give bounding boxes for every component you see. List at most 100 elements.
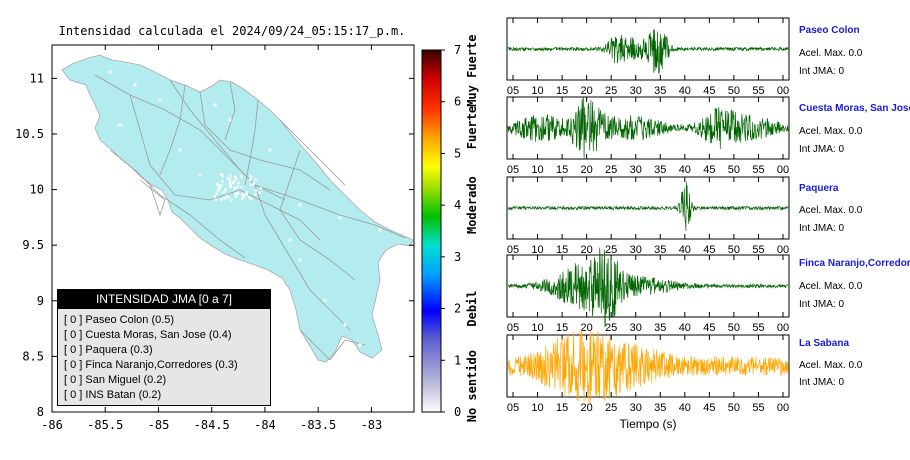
town-marker [233,187,237,190]
legend-entry: [ 0 ] Finca Naranjo,Corredores (0.3) [64,359,238,371]
waveform-tick-label: 10 [531,164,543,176]
map-y-tick-label: 10.5 [15,127,44,141]
town-markers [108,70,382,347]
town-marker [228,181,232,184]
waveform-trace [507,247,789,328]
waveform-tick-label: 20 [581,322,593,334]
map-y-tick-label: 8.5 [22,349,44,363]
waveform-xlabel: Tiempo (s) [620,417,677,431]
waveform-tick-label: 30 [630,85,642,97]
waveform-tick-label: 15 [556,322,568,334]
map-y-tick-label: 9.5 [22,238,44,252]
town-marker [178,148,182,152]
legend-entry: [ 0 ] INS Batan (0.2) [64,389,162,401]
station-int: Int JMA: 0 [799,377,845,388]
town-marker [254,193,257,196]
waveform-tick-label: 40 [679,402,691,414]
town-marker [226,177,229,180]
colorbar: 0 1 2 3 4 5 6 7 No sentido Debil Moderado FuerteMu… [421,35,479,423]
town-marker [240,185,243,189]
waveform-tick-label: 10 [531,244,543,256]
legend-entry: [ 0 ] Paseo Colon (0.5) [64,314,175,326]
town-marker [254,189,258,192]
town-marker [323,298,327,302]
town-marker [228,118,232,122]
town-marker [233,179,236,183]
town-marker [249,178,252,181]
station-acel: Acel. Max. 0.0 [799,48,863,59]
town-marker [108,70,112,74]
station-int: Int JMA: 0 [799,66,845,77]
town-marker [219,173,223,176]
waveform-tick-label: 40 [679,164,691,176]
town-marker [216,183,219,186]
waveform-tick-label: 55 [752,85,764,97]
waveform-tick-label: 25 [605,244,617,256]
waveform-panel: 05 10 15 20 25 30 35 40 45 50 55 00 [506,330,790,414]
waveform-tick-label: 35 [654,85,666,97]
map-y-tick-label: 10 [30,183,44,197]
road [224,81,236,141]
town-marker [224,188,227,191]
road [139,179,166,217]
town-marker [252,182,256,185]
legend-entry: [ 0 ] Cuesta Moras, San Jose (0.4) [64,329,232,341]
colorbar-tick-label: 7 [454,43,461,57]
road [279,119,346,186]
waveform-tick-label: 45 [703,85,715,97]
waveform-tick-label: 00 [777,244,789,256]
town-marker [240,174,243,178]
colorbar-label: Moderado [465,176,479,234]
town-marker [213,195,216,198]
waveform-tick-label: 50 [728,402,740,414]
waveform-tick-label: 05 [507,85,519,97]
waveform-tick-label: 55 [752,322,764,334]
town-marker [133,83,137,87]
map-x-tick-label: -83 [361,418,383,432]
intensity-legend: INTENSIDAD JMA [0 a 7] [ 0 ] Paseo Colon… [57,289,271,406]
colorbar-ticks: 0 1 2 3 4 5 6 7 [441,43,461,419]
waveform-tick-label: 50 [728,85,740,97]
waveform-tick-label: 30 [630,322,642,334]
waveform-tick-label: 05 [507,164,519,176]
town-marker [298,203,302,207]
colorbar-tick-label: 3 [454,250,461,264]
waveform-tick-label: 40 [679,85,691,97]
legend-entry: [ 0 ] Paquera (0.3) [64,344,153,356]
station-name: Paseo Colon [799,25,860,36]
waveform-tick-label: 15 [556,244,568,256]
town-marker [378,228,382,232]
station-name: La Sabana [799,338,850,349]
colorbar-tick-label: 1 [454,353,461,367]
waveform-tick-label: 20 [581,402,593,414]
town-marker [233,175,237,179]
waveform-trace [507,29,789,75]
town-marker [245,192,249,196]
waveform-tick-label: 45 [703,322,715,334]
town-marker [198,173,202,177]
town-marker [236,192,239,196]
town-marker [229,174,232,177]
waveform-tick-label: 20 [581,244,593,256]
town-marker [249,175,253,178]
waveform-tick-label: 50 [728,244,740,256]
colorbar-scale [421,49,442,413]
waveform-panel: 05 10 15 20 25 30 35 40 45 50 55 00 [506,17,790,97]
town-marker [298,258,302,262]
map-y-axis: 11 10.5 10 9.5 9 8.5 8 [15,71,414,419]
town-marker [219,198,223,202]
waveform-tick-label: 05 [507,322,519,334]
waveform-tick-label: 10 [531,322,543,334]
town-marker [258,191,261,195]
town-marker [215,192,219,195]
waveform-tick-label: 25 [605,85,617,97]
station-acel: Acel. Max. 0.0 [799,281,863,292]
map-x-tick-label: -84.5 [194,418,230,432]
waveform-tick-label: 35 [654,322,666,334]
waveform-panel: 05 10 15 20 25 30 35 40 45 50 55 00 [506,176,790,256]
road [239,189,321,241]
town-marker [221,180,224,183]
town-marker [148,208,152,212]
